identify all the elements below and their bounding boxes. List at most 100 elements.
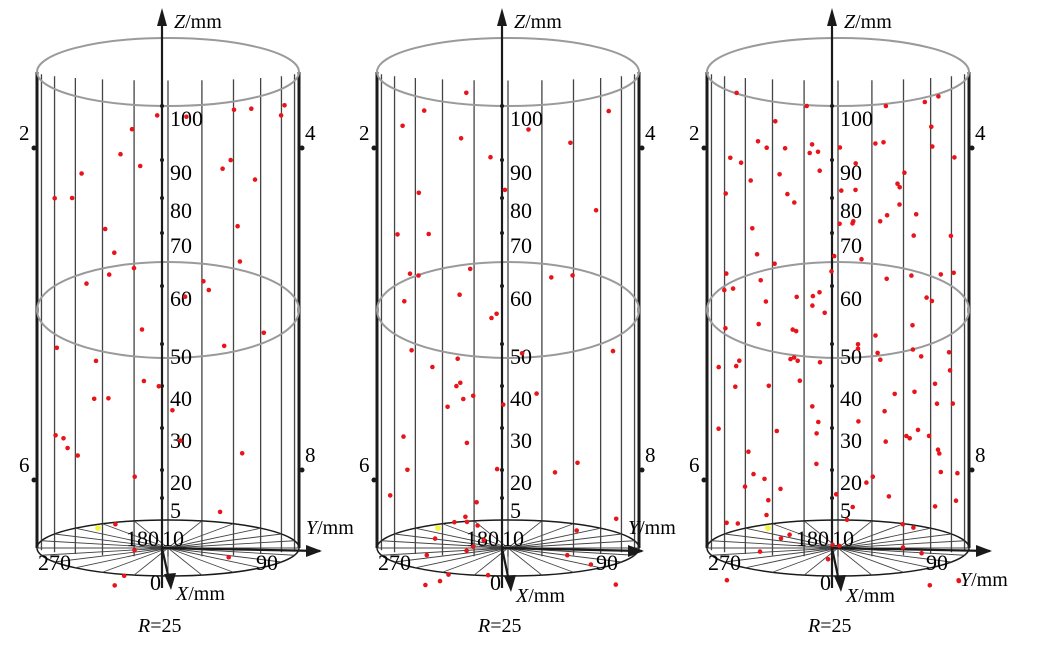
particle-point <box>950 401 956 406</box>
particle-point <box>278 113 284 118</box>
particle-point <box>723 326 728 331</box>
radius-label: R=25 <box>477 615 522 637</box>
particle-point <box>793 328 799 334</box>
z-tick-mark <box>830 496 834 500</box>
radius-label: R=25 <box>807 615 852 637</box>
particle-point <box>900 545 906 550</box>
particle-point <box>817 168 822 173</box>
particle-point <box>844 517 850 522</box>
particle-point <box>722 287 727 293</box>
particle-point <box>206 287 212 293</box>
particle-point <box>733 384 738 390</box>
particle-point <box>754 252 760 257</box>
particle-point <box>184 114 189 120</box>
particle-point <box>853 161 858 166</box>
base-spoke <box>381 547 509 556</box>
highlight-point <box>95 525 101 531</box>
z-tick-label: 60 <box>840 286 862 311</box>
base-spoke <box>772 547 839 573</box>
z-axis-label-var: Z <box>174 11 186 33</box>
particle-point <box>526 127 531 132</box>
particle-point <box>489 315 494 321</box>
particle-point <box>464 440 470 446</box>
base-spoke <box>381 540 509 549</box>
base-spoke <box>54 533 169 549</box>
particle-point <box>873 333 878 338</box>
base-spoke <box>394 533 509 549</box>
particle-point <box>910 323 915 328</box>
angle-label: 10 <box>832 526 854 551</box>
particle-point <box>65 445 70 451</box>
base-spoke <box>724 533 839 549</box>
particle-point <box>787 532 792 537</box>
x-axis-arrow <box>504 575 516 592</box>
particle-point <box>785 191 790 197</box>
base-spoke <box>442 547 509 573</box>
particle-point <box>141 378 147 384</box>
side-marker <box>371 145 377 151</box>
base-spoke <box>167 547 203 576</box>
particle-point <box>239 451 245 456</box>
particle-point <box>61 436 66 441</box>
z-tick-label: 50 <box>170 344 192 369</box>
z-tick-label: 60 <box>510 286 532 311</box>
z-tick-mark <box>160 496 164 500</box>
z-tick-mark <box>830 158 834 162</box>
particle-point <box>118 151 123 157</box>
base-spoke <box>507 547 622 563</box>
z-tick-label: 5 <box>510 498 521 523</box>
z-tick-label: 20 <box>840 470 862 495</box>
x-axis-label-var: X <box>845 585 859 607</box>
base-spoke <box>507 540 635 549</box>
particle-point <box>432 536 438 541</box>
base-spoke <box>167 547 234 573</box>
z-tick-label: 50 <box>510 344 532 369</box>
particle-point <box>613 582 619 587</box>
y-axis-label-var: Y <box>306 517 319 539</box>
particle-point <box>797 378 803 384</box>
base-spoke <box>415 547 509 569</box>
particle-point <box>475 523 480 528</box>
particle-point <box>488 154 493 160</box>
particle-point <box>746 449 751 455</box>
z-tick-mark <box>500 196 504 200</box>
cylinder-top-rim <box>376 37 640 107</box>
particle-point <box>810 404 815 409</box>
y-axis-label: Y/mm <box>306 517 354 539</box>
particle-point <box>470 544 476 550</box>
particle-point <box>178 438 183 444</box>
base-spoke <box>745 527 839 549</box>
particle-point <box>856 419 861 424</box>
particle-point <box>938 272 944 277</box>
particle-point <box>121 573 127 579</box>
particle-point <box>728 155 733 161</box>
particle-point <box>261 330 267 336</box>
base-spoke <box>837 523 904 549</box>
cylinder-top-rim <box>706 37 970 107</box>
particle-point <box>850 504 855 510</box>
particle-point <box>724 271 729 276</box>
particle-point <box>825 556 831 562</box>
y-axis-label-unit: /mm <box>317 517 354 539</box>
side-label: 4 <box>305 121 316 145</box>
base-spoke <box>772 523 839 549</box>
side-marker <box>701 477 707 483</box>
particle-point <box>552 470 558 475</box>
radius-value: =25 <box>490 615 521 637</box>
base-spoke <box>724 547 839 563</box>
particle-point <box>777 172 782 177</box>
z-axis-arrow <box>497 8 507 26</box>
particle-point <box>606 108 611 114</box>
base-spoke <box>394 547 509 563</box>
z-tick-label: 80 <box>510 198 532 223</box>
particle-point <box>907 436 912 441</box>
base-spoke <box>507 527 601 549</box>
particle-point <box>502 187 508 193</box>
particle-point <box>402 299 407 304</box>
z-tick-label: 100 <box>840 106 873 131</box>
side-marker <box>639 145 645 151</box>
particle-point <box>795 358 800 364</box>
z-tick-label: 40 <box>510 386 532 411</box>
particle-point <box>106 396 111 401</box>
